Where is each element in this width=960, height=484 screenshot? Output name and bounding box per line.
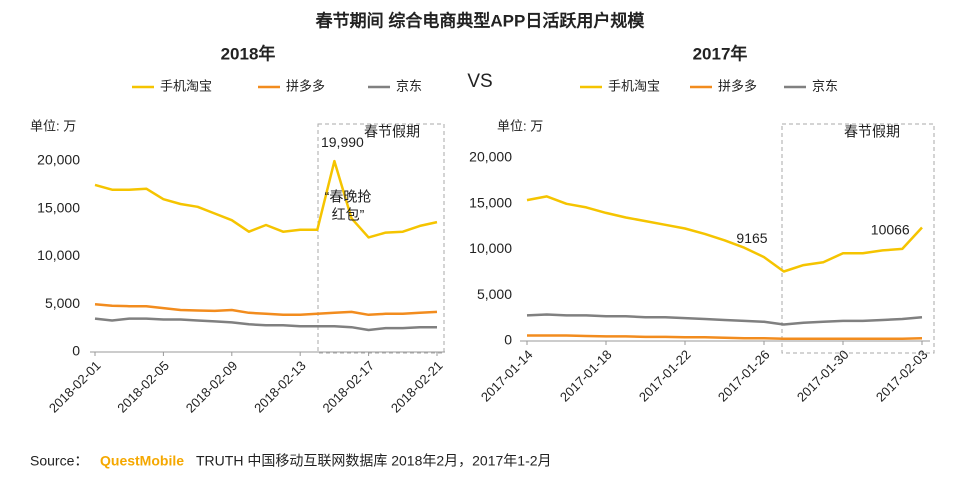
- source-prefix: Source：: [30, 453, 88, 469]
- legend-label: 手机淘宝: [160, 78, 212, 93]
- y-tick-label: 0: [504, 332, 512, 348]
- series-line: [94, 303, 438, 317]
- y-tick-label: 10,000: [37, 247, 80, 263]
- annotation: “春晚抢: [325, 189, 372, 205]
- source-brand: QuestMobile: [100, 453, 184, 469]
- data-label: 19,990: [321, 134, 364, 150]
- data-label: 9165: [736, 230, 767, 246]
- legend-label: 拼多多: [718, 78, 757, 93]
- annotation: 红包”: [332, 207, 365, 223]
- y-tick-label: 20,000: [469, 149, 512, 165]
- y-tick-label: 15,000: [469, 194, 512, 210]
- page-title: 春节期间 综合电商典型APP日活跃用户规模: [316, 10, 646, 30]
- series-line: [526, 313, 923, 326]
- series-line: [526, 195, 923, 273]
- holiday-box: [317, 123, 445, 354]
- chart-subtitle: 2018年: [221, 43, 276, 63]
- legend-label: 拼多多: [286, 78, 325, 93]
- period-label: 春节假期: [844, 124, 900, 140]
- holiday-box: [781, 123, 935, 354]
- data-label: 10066: [871, 222, 910, 238]
- unit-label: 单位: 万: [30, 118, 76, 133]
- y-tick-label: 5,000: [45, 295, 80, 311]
- source-text: TRUTH 中国移动互联网数据库 2018年2月，2017年1-2月: [196, 453, 552, 469]
- period-label: 春节假期: [364, 124, 420, 140]
- legend-label: 京东: [812, 78, 838, 93]
- vs-label: VS: [467, 71, 492, 92]
- y-tick-label: 0: [72, 343, 80, 359]
- chart-subtitle: 2017年: [693, 43, 748, 63]
- y-tick-label: 10,000: [469, 240, 512, 256]
- y-tick-label: 20,000: [37, 152, 80, 168]
- legend-label: 手机淘宝: [608, 78, 660, 93]
- series-line: [94, 317, 437, 332]
- y-tick-label: 5,000: [477, 286, 512, 302]
- series-line: [94, 159, 438, 239]
- series-line: [527, 334, 923, 340]
- unit-label: 单位: 万: [497, 118, 543, 133]
- legend-label: 京东: [396, 78, 422, 93]
- y-tick-label: 15,000: [37, 199, 80, 215]
